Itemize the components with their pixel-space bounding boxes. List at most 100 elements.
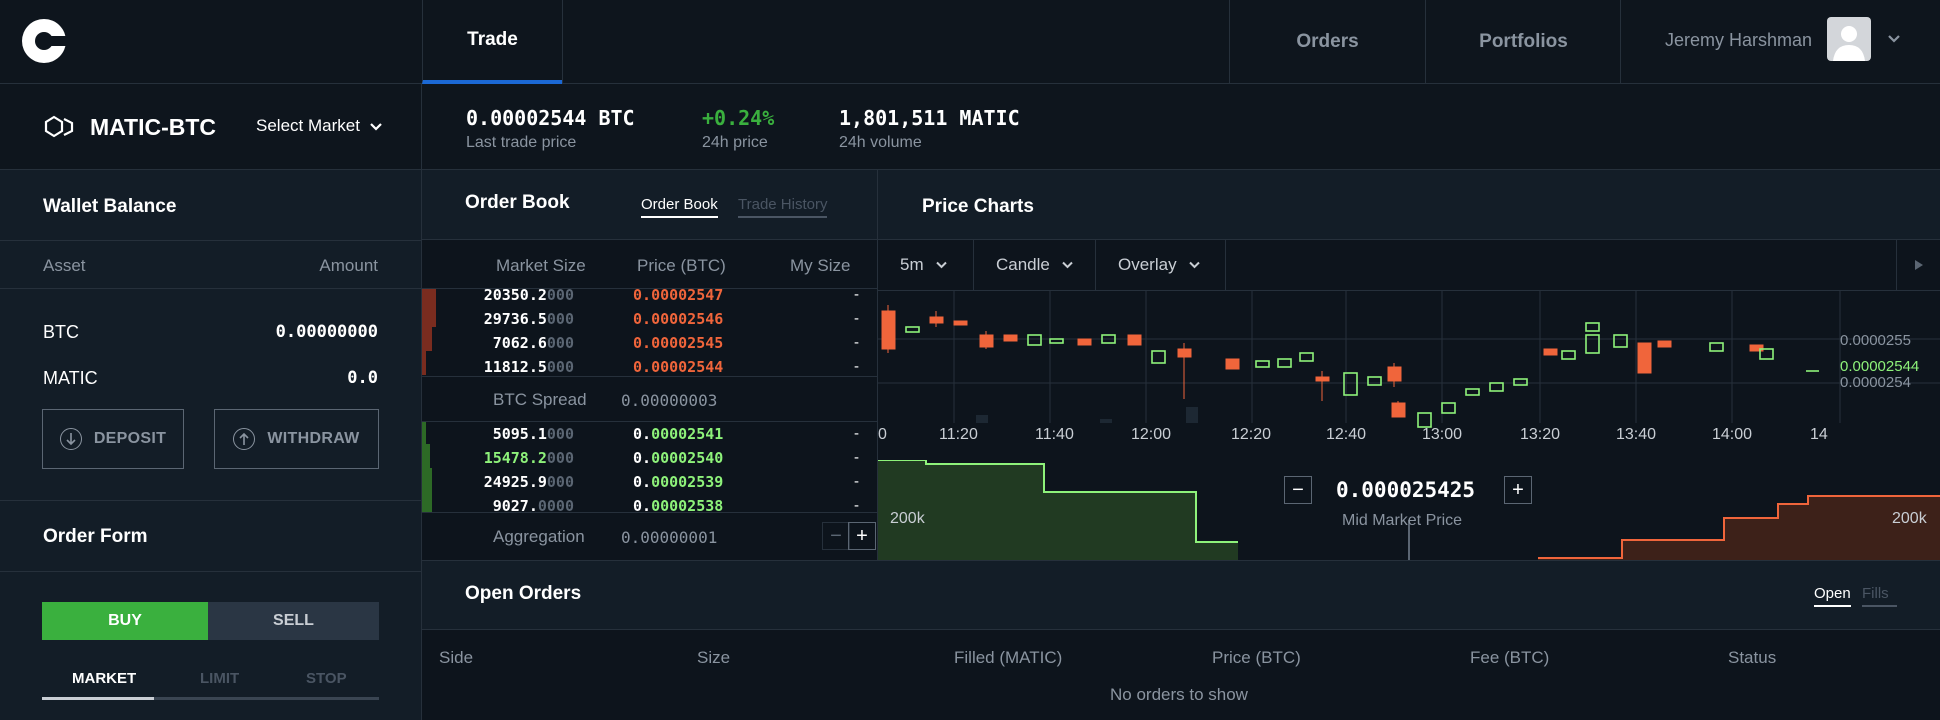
time-axis-label: 14:00 xyxy=(1712,426,1752,441)
interval-dropdown[interactable]: 5m xyxy=(878,240,974,290)
market-pair: MATIC-BTC xyxy=(90,114,217,140)
tab-open[interactable]: Open xyxy=(1814,585,1851,607)
withdraw-button[interactable]: WITHDRAW xyxy=(214,409,379,469)
tab-orders-label: Orders xyxy=(1296,31,1359,52)
deposit-button[interactable]: DEPOSIT xyxy=(42,409,184,469)
tab-trade-label: Trade xyxy=(467,29,518,50)
ask-row[interactable]: 11812.5000 0.00002544 - xyxy=(422,355,878,379)
ask-my-size: - xyxy=(854,334,859,351)
bid-row[interactable]: 5095.1000 0.00002541 - xyxy=(422,422,878,446)
price-charts-title: Price Charts xyxy=(922,196,1034,217)
user-menu[interactable]: Jeremy Harshman xyxy=(1620,0,1940,84)
ask-size: 7062.6 xyxy=(492,334,547,352)
aggregation-increase-button[interactable]: + xyxy=(848,522,876,550)
depth-chart xyxy=(878,460,1940,560)
top-nav: Trade Orders Portfolios Jeremy Harshman xyxy=(0,0,1940,84)
spread-value: 0.00000003 xyxy=(621,391,718,410)
tab-orders[interactable]: Orders xyxy=(1229,0,1425,84)
chart-type-dropdown[interactable]: Candle xyxy=(974,240,1096,290)
chevron-down-icon xyxy=(1062,261,1073,269)
play-icon xyxy=(1914,260,1923,270)
candlestick-chart: 0.0000255 0.00002544 0.0000254 0 11:20 1… xyxy=(878,291,1940,441)
plus-icon: + xyxy=(1512,478,1524,501)
open-orders-title: Open Orders xyxy=(465,583,582,604)
chart-type-label: Candle xyxy=(996,255,1050,274)
ask-row[interactable]: 29736.5000 0.00002546 - xyxy=(422,307,878,331)
left-panel: Wallet Balance Asset Amount BTC 0.000000… xyxy=(0,170,422,720)
col-filled: Filled (MATIC) xyxy=(954,648,1063,667)
tab-trade-history[interactable]: Trade History xyxy=(738,196,828,218)
ask-my-size: - xyxy=(854,310,859,327)
ask-size-pad: 000 xyxy=(546,289,574,304)
price-axis-label: 0.0000255 xyxy=(1840,332,1911,349)
bid-size-pad: 000 xyxy=(546,473,574,491)
bid-row[interactable]: 9027.0000 0.00002538 - xyxy=(422,494,878,512)
order-form-title: Order Form xyxy=(43,526,148,547)
arrow-down-circle-icon xyxy=(59,428,82,450)
ask-my-size: - xyxy=(854,289,859,303)
select-market-dropdown[interactable]: Select Market xyxy=(256,116,382,136)
empty-state: No orders to show xyxy=(1110,685,1248,704)
sell-button[interactable]: SELL xyxy=(208,602,379,640)
chevron-down-icon xyxy=(370,122,382,131)
chart-expand-button[interactable] xyxy=(1896,240,1940,290)
zoom-in-button[interactable]: + xyxy=(1504,476,1532,504)
order-type-stop[interactable]: STOP xyxy=(306,670,347,687)
bid-price-pre: 0. xyxy=(633,425,652,443)
time-axis-label: 13:20 xyxy=(1520,426,1560,441)
chevron-down-icon xyxy=(1188,261,1200,269)
ask-price: 00002545 xyxy=(651,334,724,352)
buy-label: BUY xyxy=(108,612,142,629)
time-axis-label: 13:00 xyxy=(1422,426,1462,441)
minus-icon: − xyxy=(1292,478,1304,501)
ask-price-pre: 0. xyxy=(633,334,652,352)
time-axis-label: 11:40 xyxy=(1035,426,1074,441)
user-name: Jeremy Harshman xyxy=(1665,30,1813,50)
mid-market-label: Mid Market Price xyxy=(1342,512,1463,529)
chevron-down-icon[interactable] xyxy=(1887,34,1901,44)
open-orders: Open Orders Open Fills Side Size Filled … xyxy=(422,560,1940,720)
avatar[interactable] xyxy=(1827,17,1871,61)
bid-size: 24925.9 xyxy=(483,473,547,491)
ask-row[interactable]: 7062.6000 0.00002545 - xyxy=(422,331,878,355)
last-price: 0.00002544 BTC xyxy=(466,106,635,130)
select-market-label: Select Market xyxy=(256,116,360,135)
arrow-up-circle-icon xyxy=(233,428,256,450)
ask-price-pre: 0. xyxy=(633,289,652,304)
zoom-out-button[interactable]: − xyxy=(1284,476,1312,504)
deposit-label: DEPOSIT xyxy=(93,430,167,447)
ask-row[interactable]: 20350.2000 0.00002547 - xyxy=(422,289,878,307)
bid-size-pad: 0000 xyxy=(537,497,574,512)
tab-portfolios-label: Portfolios xyxy=(1479,31,1568,52)
wallet-col-asset: Asset xyxy=(43,256,86,275)
order-type-market[interactable]: MARKET xyxy=(72,670,137,687)
bid-price-pre: 0. xyxy=(633,473,652,491)
tab-fills[interactable]: Fills xyxy=(1862,585,1897,607)
aggregation-decrease-button[interactable]: − xyxy=(822,522,850,550)
tab-trade[interactable]: Trade xyxy=(422,0,562,84)
bid-row[interactable]: 15478.2000 0.00002540 - xyxy=(422,446,878,470)
depth-axis-right: 200k xyxy=(1892,510,1927,527)
order-book: Order Book Order Book Trade History Mark… xyxy=(422,170,878,560)
bid-price-pre: 0. xyxy=(633,497,652,512)
tab-order-book[interactable]: Order Book xyxy=(641,196,718,218)
bid-size: 15478.2 xyxy=(483,449,547,467)
depth-axis-left: 200k xyxy=(890,510,925,527)
ask-price-pre: 0. xyxy=(633,310,652,328)
ask-size-pad: 000 xyxy=(546,358,574,376)
overlay-label: Overlay xyxy=(1118,255,1177,274)
coinbase-logo[interactable] xyxy=(20,17,68,65)
chevron-down-icon xyxy=(935,261,947,269)
spread-label: BTC Spread xyxy=(493,390,587,409)
wallet-amount-matic: 0.0 xyxy=(347,368,378,388)
bid-my-size: - xyxy=(854,425,859,442)
order-type-limit[interactable]: LIMIT xyxy=(200,670,240,687)
buy-button[interactable]: BUY xyxy=(42,602,208,640)
volume-label: 24h volume xyxy=(839,134,922,151)
overlay-dropdown[interactable]: Overlay xyxy=(1096,240,1226,290)
col-price: Price (BTC) xyxy=(637,256,726,275)
market-bar: MATIC-BTC Select Market 0.00002544 BTC L… xyxy=(0,84,1940,170)
tab-portfolios[interactable]: Portfolios xyxy=(1425,0,1621,84)
bid-row[interactable]: 24925.9000 0.00002539 - xyxy=(422,470,878,494)
bid-size-pad: 000 xyxy=(546,449,574,467)
